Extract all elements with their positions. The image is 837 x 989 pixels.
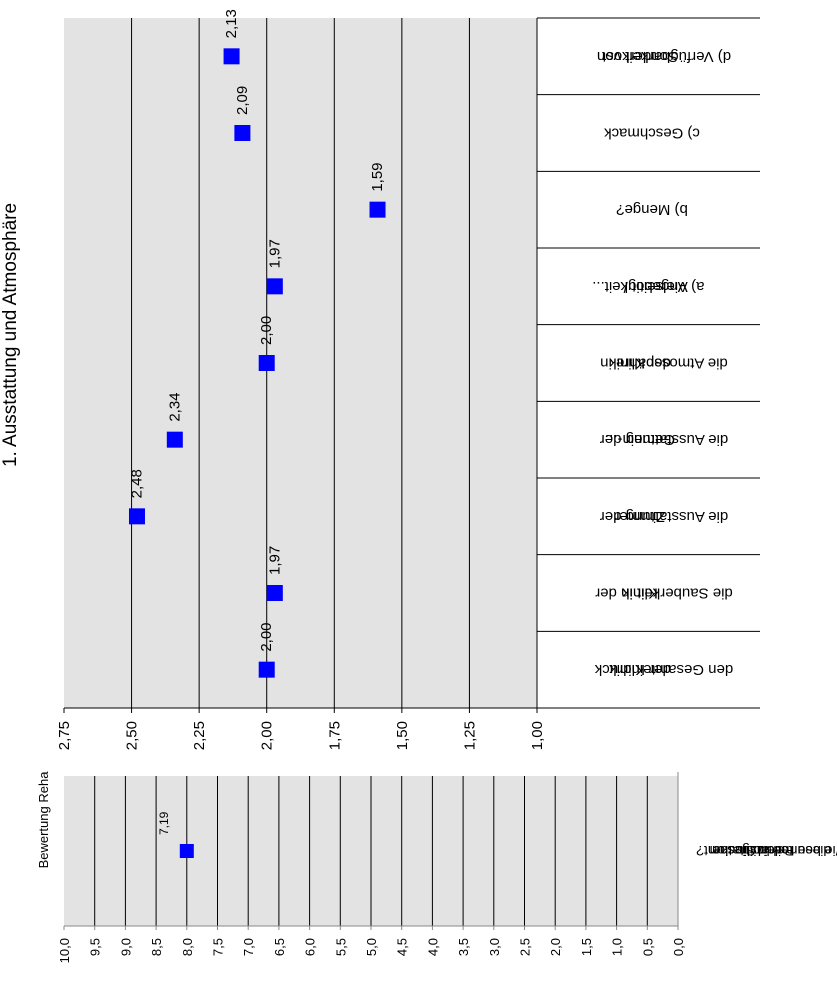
data-point bbox=[369, 201, 386, 218]
tick-label: 0,0 bbox=[671, 938, 686, 956]
bottom-chart-title: Bewertung Reha bbox=[36, 771, 51, 869]
tick-label: 7,0 bbox=[241, 938, 256, 956]
tick-label: 1,50 bbox=[394, 721, 411, 750]
data-point bbox=[223, 48, 240, 65]
category-label: b) Menge? bbox=[616, 201, 688, 218]
tick-label: 2,5 bbox=[518, 938, 533, 956]
tick-label: 9,5 bbox=[88, 938, 103, 956]
category-label: Wie beurteilen Sie bbox=[735, 843, 837, 859]
tick-label: 3,5 bbox=[456, 938, 471, 956]
data-label: 7,19 bbox=[157, 811, 171, 835]
tick-label: 1,5 bbox=[579, 938, 594, 956]
category-label: Zimmer bbox=[615, 508, 666, 525]
tick-label: 9,0 bbox=[118, 938, 133, 956]
tick-label: 10,0 bbox=[57, 938, 72, 963]
bottom-axis-ticks: 10,0 9,5 9,0 8,5 8,0 7,5 7,0 6,5 6,0 5,5 5,0 4,5 4,0… bbox=[57, 926, 686, 963]
category-label: die Ausstattung der bbox=[600, 508, 728, 525]
tick-label: 1,00 bbox=[529, 721, 546, 750]
tick-label: 0,5 bbox=[640, 938, 655, 956]
tick-label: 2,0 bbox=[548, 938, 563, 956]
tick-label: 6,0 bbox=[303, 938, 318, 956]
tick-label: 5,5 bbox=[333, 938, 348, 956]
tick-label: 5,0 bbox=[364, 938, 379, 956]
bottom-data-points: 7,19 bbox=[157, 811, 194, 858]
category-label: der Klinik bbox=[609, 661, 671, 678]
category-label: die Atmosspähre in bbox=[600, 355, 728, 372]
data-point bbox=[258, 355, 275, 371]
data-label: 2,34 bbox=[166, 392, 183, 421]
data-label: 2,00 bbox=[258, 316, 275, 345]
data-label: 1,59 bbox=[369, 162, 386, 191]
data-label: 2,48 bbox=[128, 469, 145, 498]
category-label: Sonderkost bbox=[601, 48, 678, 65]
tick-label: 2,00 bbox=[259, 721, 276, 750]
tick-label: 6,5 bbox=[272, 938, 287, 956]
category-label: der Klinik bbox=[609, 355, 671, 372]
data-label: 2,09 bbox=[234, 86, 251, 115]
category-label: die Sauberkeit in der bbox=[595, 585, 733, 602]
data-point bbox=[234, 125, 251, 141]
category-label: Klinik bbox=[622, 585, 658, 602]
tick-label: 2,25 bbox=[191, 721, 208, 750]
category-label: die Ausstattung der bbox=[600, 431, 728, 448]
top-axis-ticks: 2,75 2,50 2,25 2,00 1,75 1,50 1,25 1,00 bbox=[56, 708, 546, 750]
data-label: 2,13 bbox=[223, 9, 240, 38]
top-chart: 2,75 2,50 2,25 2,00 1,75 1,50 1,25 1,00 den Ges… bbox=[56, 9, 760, 750]
tick-label: 4,5 bbox=[395, 938, 410, 956]
category-label: Rehabilitation bbox=[710, 843, 795, 859]
category-label: Vielseitigkeit... bbox=[592, 278, 688, 295]
category-label: insgesamt? bbox=[696, 843, 768, 859]
tick-label: 7,5 bbox=[211, 938, 226, 956]
top-category-separators bbox=[537, 17, 760, 709]
data-point bbox=[258, 661, 275, 678]
tick-label: 8,5 bbox=[149, 938, 164, 956]
tick-label: 2,75 bbox=[56, 721, 73, 750]
data-point bbox=[266, 585, 283, 601]
category-label: diese medizinische bbox=[713, 843, 831, 859]
tick-label: 8,0 bbox=[180, 938, 195, 956]
data-point bbox=[128, 508, 145, 525]
top-plot-area bbox=[64, 18, 537, 708]
tick-label: 4,0 bbox=[425, 938, 440, 956]
data-point bbox=[266, 278, 283, 295]
data-label: 1,97 bbox=[266, 546, 283, 575]
tick-label: 1,0 bbox=[610, 938, 625, 956]
data-label: 1,97 bbox=[266, 239, 283, 268]
tick-label: 3,0 bbox=[487, 938, 502, 956]
category-label: c) Geschmack bbox=[604, 125, 700, 142]
bottom-chart: Bewertung Reha 10,0 9,5 9,0 8,5 8,0 7,5 7,0 6,5… bbox=[36, 771, 837, 964]
data-point bbox=[166, 431, 183, 448]
category-label: d) Verfügbarkeit von bbox=[597, 48, 731, 65]
category-label: den Gesamteindruck bbox=[594, 661, 733, 678]
data-point bbox=[179, 844, 194, 858]
category-label: a) Angebot / bbox=[623, 278, 705, 295]
tick-label: 1,75 bbox=[326, 721, 343, 750]
top-data-points: 2,00 1,97 2,48 2,34 2,00 1,97 1,59 2,09 2,13 bbox=[128, 9, 386, 678]
category-label: Gemein-... bbox=[605, 431, 675, 448]
tick-label: 1,25 bbox=[461, 721, 478, 750]
data-label: 2,00 bbox=[258, 622, 275, 651]
tick-label: 2,50 bbox=[124, 721, 141, 750]
chart-title: 1. Ausstattung und Atmosphäre bbox=[0, 203, 21, 467]
